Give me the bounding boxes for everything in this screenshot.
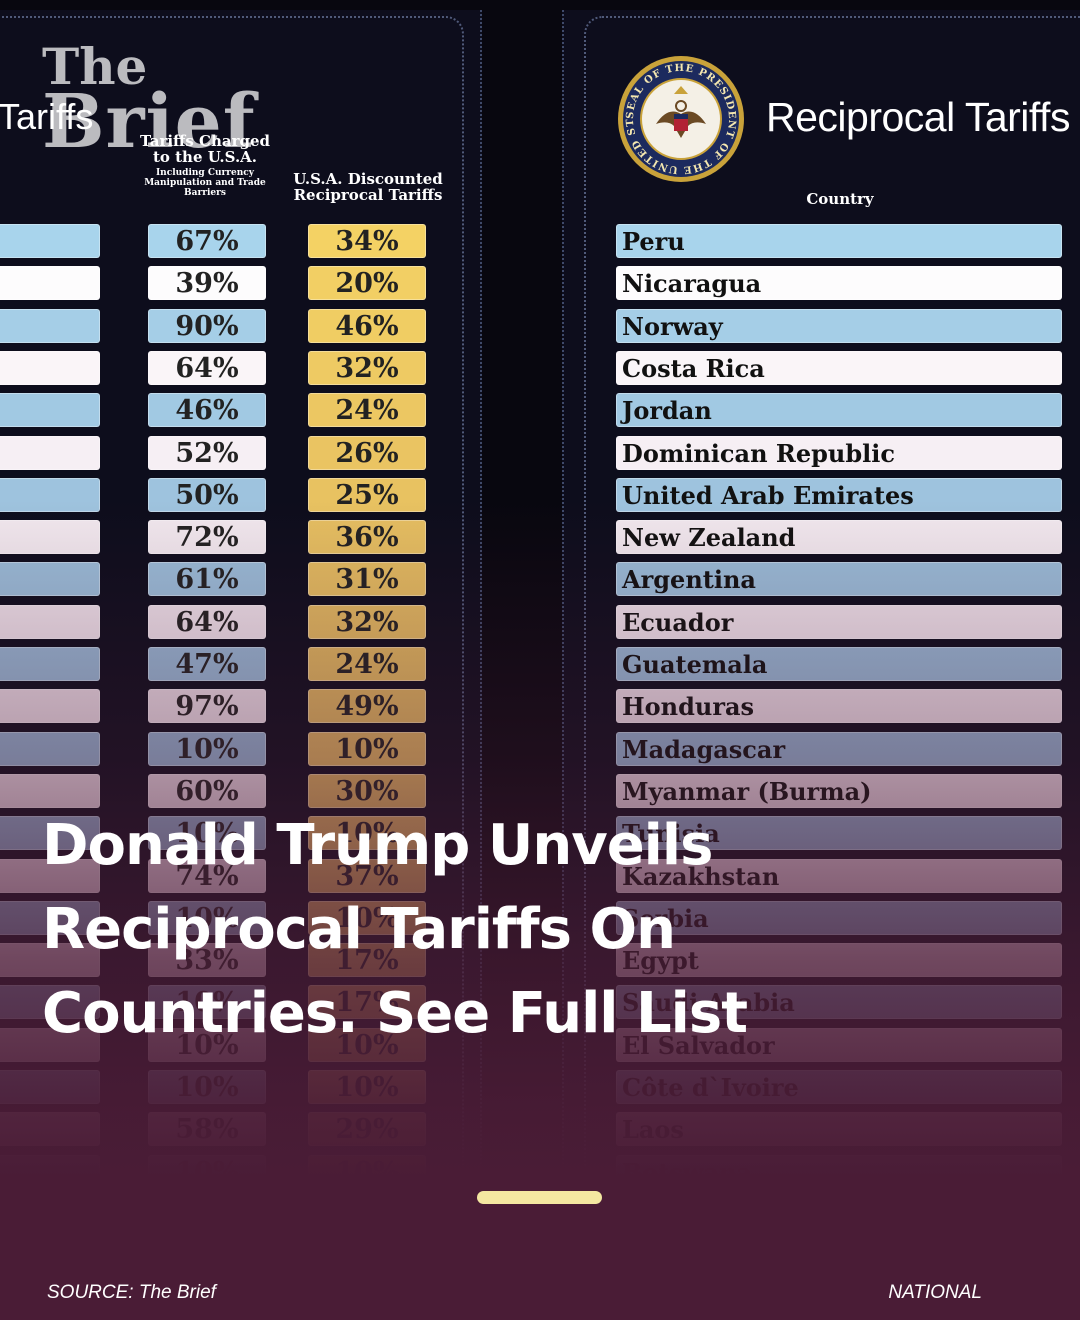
charged-tariff-cell: 47% <box>148 647 266 681</box>
left-country-strip <box>0 1070 100 1104</box>
country-cell: United Arab Emirates <box>616 478 1062 512</box>
source-credit: SOURCE: The Brief <box>47 1282 216 1303</box>
charged-tariff-cell: 10% <box>148 732 266 766</box>
charged-tariff-cell: 39% <box>148 266 266 300</box>
discounted-tariff-cell: 10% <box>308 1070 426 1104</box>
article-headline[interactable]: Donald Trump Unveils Reciprocal Tariffs … <box>42 813 748 1046</box>
left-country-strip <box>0 732 100 766</box>
discounted-tariff-cell: 46% <box>308 309 426 343</box>
left-country-strip <box>0 478 100 512</box>
country-cell: Ecuador <box>616 605 1062 639</box>
charged-tariff-cell: 90% <box>148 309 266 343</box>
left-country-strip <box>0 647 100 681</box>
left-country-strip <box>0 689 100 723</box>
charged-tariff-cell: 64% <box>148 351 266 385</box>
country-cell: Botswana <box>616 1155 1062 1189</box>
country-cell: Dominican Republic <box>616 436 1062 470</box>
charged-tariff-cell: 46% <box>148 393 266 427</box>
discounted-tariff-cell: 24% <box>308 647 426 681</box>
left-country-strip <box>0 224 100 258</box>
discounted-tariff-cell: 29% <box>308 1112 426 1146</box>
country-cell: Costa Rica <box>616 351 1062 385</box>
presidential-seal-icon: SEAL OF THE PRESIDENT OF THE UNITED STAT… <box>616 54 744 182</box>
charged-tariff-cell: 67% <box>148 224 266 258</box>
discounted-tariff-cell: 25% <box>308 478 426 512</box>
category-label[interactable]: NATIONAL <box>888 1282 982 1303</box>
left-country-strip <box>0 436 100 470</box>
country-cell: Honduras <box>616 689 1062 723</box>
logo-text-brief: Brief <box>42 79 256 165</box>
discounted-tariff-cell: 24% <box>308 393 426 427</box>
charged-subheader-text: Including Currency Manipulation and Trad… <box>144 167 266 199</box>
discounted-tariff-cell: 32% <box>308 351 426 385</box>
left-country-strip <box>0 774 100 808</box>
logo-text-the: The <box>42 37 148 96</box>
left-country-strip <box>0 562 100 596</box>
charged-tariff-cell: 60% <box>148 774 266 808</box>
discounted-tariff-cell: 10% <box>308 732 426 766</box>
discounted-tariff-cell: 32% <box>308 605 426 639</box>
country-column-header: Country <box>806 190 874 208</box>
country-cell: Myanmar (Burma) <box>616 774 1062 808</box>
charged-tariff-cell: 64% <box>148 605 266 639</box>
country-cell: Argentina <box>616 562 1062 596</box>
country-cell: New Zealand <box>616 520 1062 554</box>
charged-tariff-cell: 52% <box>148 436 266 470</box>
left-country-strip <box>0 266 100 300</box>
country-cell: Côte d`Ivoire <box>616 1070 1062 1104</box>
carousel-indicator[interactable] <box>477 1191 602 1204</box>
charged-tariff-cell: 97% <box>148 689 266 723</box>
discounted-tariff-cell: 31% <box>308 562 426 596</box>
country-cell: Guatemala <box>616 647 1062 681</box>
charged-tariff-cell: 72% <box>148 520 266 554</box>
charged-tariff-cell: 50% <box>148 478 266 512</box>
discounted-tariff-cell: 20% <box>308 266 426 300</box>
country-cell: Laos <box>616 1112 1062 1146</box>
discounted-tariff-cell: 30% <box>308 774 426 808</box>
discounted-tariff-cell: 10% <box>308 1155 426 1189</box>
left-country-strip <box>0 351 100 385</box>
charged-tariff-cell: 10% <box>148 1070 266 1104</box>
discounted-tariff-cell: 26% <box>308 436 426 470</box>
discounted-tariff-cell: 49% <box>308 689 426 723</box>
discounted-tariff-cell: 34% <box>308 224 426 258</box>
country-cell: Jordan <box>616 393 1062 427</box>
left-country-strip <box>0 605 100 639</box>
left-country-strip <box>0 520 100 554</box>
left-country-strip <box>0 1155 100 1189</box>
country-cell: Nicaragua <box>616 266 1062 300</box>
charged-tariff-cell: 58% <box>148 1112 266 1146</box>
country-cell: Peru <box>616 224 1062 258</box>
country-cell: Madagascar <box>616 732 1062 766</box>
left-country-strip <box>0 1112 100 1146</box>
the-brief-logo: The Brief <box>42 37 256 165</box>
left-country-strip <box>0 309 100 343</box>
discounted-column-header: U.S.A. Discounted Reciprocal Tariffs <box>293 170 443 204</box>
charged-tariff-cell: 61% <box>148 562 266 596</box>
discounted-tariff-cell: 36% <box>308 520 426 554</box>
right-board-title: Reciprocal Tariffs <box>766 94 1070 140</box>
left-country-strip <box>0 393 100 427</box>
country-cell: Norway <box>616 309 1062 343</box>
charged-tariff-cell: 10% <box>148 1155 266 1189</box>
